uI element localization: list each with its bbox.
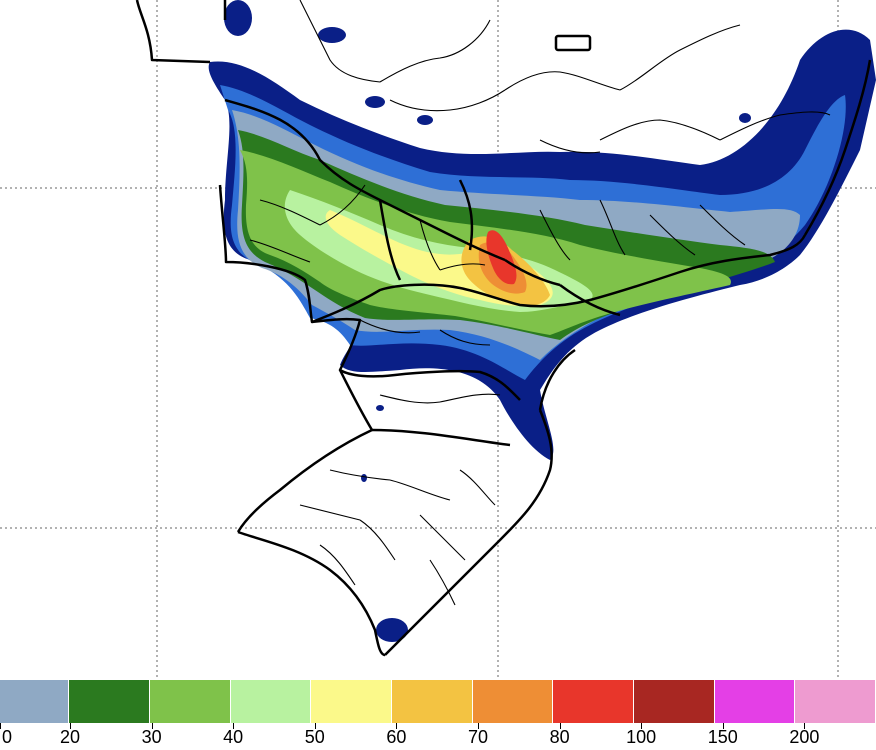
legend-label: 100 (626, 727, 657, 747)
legend-swatch (633, 680, 715, 723)
municipal-borders (249, 0, 831, 606)
precip-cell (739, 113, 751, 123)
legend-tick (314, 723, 316, 729)
legend-tick (559, 723, 561, 729)
legend-swatch (69, 680, 150, 723)
legend-swatches (0, 680, 876, 723)
legend-tick (0, 723, 1, 729)
legend-tick (804, 723, 806, 729)
color-legend: 0 20 30 40 50 60 70 80 100 150 200 (0, 680, 876, 750)
legend-label: 200 (789, 727, 820, 747)
legend-tick (478, 723, 479, 729)
legend-swatch (149, 680, 231, 723)
precip-cell (224, 0, 252, 36)
legend-label: 80 (549, 727, 570, 747)
legend-label: 60 (386, 727, 407, 747)
legend-tick (396, 723, 398, 729)
precip-cell (318, 27, 346, 43)
legend-swatch (230, 680, 312, 723)
legend-label: 40 (223, 727, 244, 747)
legend-label: 30 (141, 727, 162, 747)
legend-label: 20 (59, 727, 81, 747)
precip-cell (417, 115, 433, 125)
legend-swatch (0, 680, 70, 723)
legend-tick (70, 723, 71, 729)
legend-label: 150 (707, 727, 738, 747)
precipitation-map (0, 0, 876, 680)
precipitation-field (208, 0, 876, 642)
legend-tick (641, 723, 643, 729)
legend-tick (151, 723, 153, 729)
precip-cell (376, 618, 408, 642)
legend-swatch (311, 680, 392, 723)
legend-swatch (553, 680, 634, 723)
legend-label: 0 (1, 727, 13, 747)
legend-tick (722, 723, 724, 729)
legend-swatch (714, 680, 796, 723)
precip-cell (361, 474, 367, 482)
precip-cell (365, 96, 385, 108)
legend-swatch (391, 680, 473, 723)
legend-swatch (472, 680, 554, 723)
state-borders (135, 0, 872, 657)
legend-swatch (795, 680, 876, 723)
legend-label: 70 (467, 727, 489, 747)
precip-cell (376, 405, 384, 411)
legend-ticks: 0 20 30 40 50 60 70 80 100 150 200 (0, 723, 876, 750)
legend-label: 50 (304, 727, 325, 747)
legend-tick (233, 723, 235, 729)
